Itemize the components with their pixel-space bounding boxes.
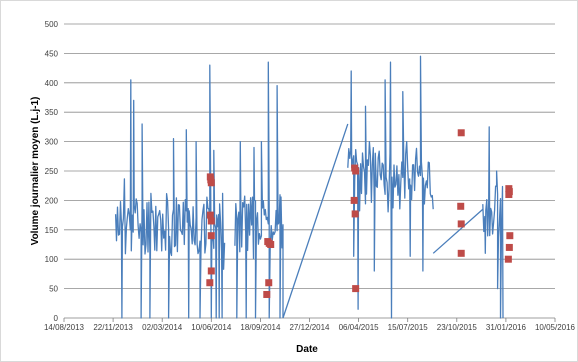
y-tick-label: 350	[45, 108, 59, 117]
volume-line-connector	[282, 123, 349, 319]
measurement-point	[506, 232, 514, 240]
measurement-point	[352, 285, 360, 293]
axis-ticks: 0 50 100 150 200 250 300 350 400 450 500 14/08/2013…	[44, 20, 576, 332]
measurement-markers	[206, 129, 514, 298]
x-tick-label: 02/03/2014	[142, 323, 183, 332]
measurement-point	[352, 167, 360, 175]
measurement-point	[505, 243, 513, 251]
y-tick-label: 200	[45, 196, 59, 205]
gridlines	[64, 23, 555, 319]
measurement-point	[457, 220, 465, 228]
measurement-point	[457, 129, 465, 137]
measurement-point	[263, 290, 271, 298]
measurement-point	[207, 232, 215, 240]
x-tick-label: 15/07/2015	[388, 323, 429, 332]
y-tick-label: 500	[45, 20, 59, 29]
x-tick-label: 14/08/2013	[44, 323, 85, 332]
y-tick-label: 300	[45, 138, 59, 147]
measurement-point	[505, 191, 513, 199]
y-tick-label: 250	[45, 167, 59, 176]
volume-line-segment	[347, 55, 434, 319]
x-tick-label: 06/04/2015	[339, 323, 380, 332]
volume-line-segment	[234, 61, 284, 319]
x-tick-label: 31/01/2016	[486, 323, 527, 332]
volume-line-connector	[432, 208, 484, 254]
y-tick-label: 0	[54, 314, 59, 323]
y-axis-title: Volume journalier moyen (L.j-1)	[30, 97, 41, 246]
measurement-point	[457, 249, 465, 257]
measurement-point	[351, 210, 359, 218]
measurement-point	[267, 241, 275, 248]
x-tick-label: 22/11/2013	[93, 323, 133, 332]
y-tick-label: 100	[45, 255, 59, 264]
measurement-point	[350, 196, 358, 204]
x-tick-label: 27/12/2014	[289, 323, 330, 332]
measurement-point	[457, 202, 465, 210]
y-tick-label: 50	[49, 285, 58, 294]
y-tick-label: 400	[45, 79, 59, 88]
x-tick-label: 10/06/2014	[191, 323, 232, 332]
measurement-point	[207, 267, 215, 275]
x-tick-label: 10/05/2016	[535, 323, 576, 332]
volume-series	[114, 55, 504, 319]
y-tick-label: 450	[45, 49, 59, 58]
x-tick-label: 18/09/2014	[240, 323, 281, 332]
volume-line-segment	[482, 126, 504, 319]
measurement-point	[207, 179, 215, 187]
measurement-point	[265, 279, 273, 287]
measurement-point	[206, 211, 214, 219]
measurement-point	[504, 255, 512, 263]
y-tick-label: 150	[45, 226, 59, 235]
measurement-point	[207, 217, 215, 225]
x-tick-label: 23/10/2015	[437, 323, 478, 332]
measurement-point	[206, 279, 214, 287]
x-axis-title: Date	[296, 344, 318, 355]
